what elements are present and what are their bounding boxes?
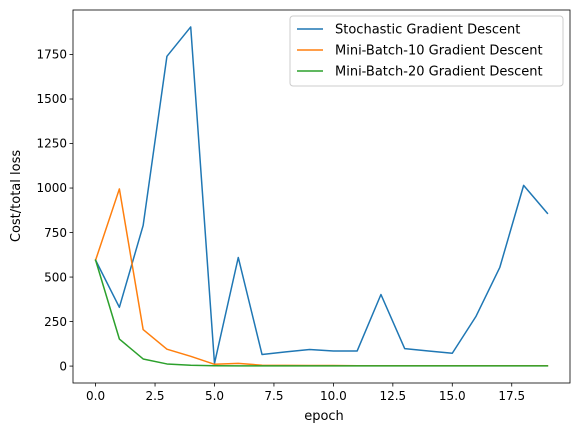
y-tick-label: 500 <box>44 270 67 284</box>
y-tick-label: 1000 <box>36 181 67 195</box>
y-tick-label: 0 <box>59 359 67 373</box>
plot-frame <box>72 9 571 384</box>
x-tick-label: 2.5 <box>145 389 164 403</box>
series-line-1 <box>94 26 549 365</box>
x-axis-label: epoch <box>304 409 344 424</box>
x-tick-label: 15.0 <box>439 389 466 403</box>
x-tick-label: 17.5 <box>498 389 525 403</box>
legend-label-2: Mini-Batch-10 Gradient Descent <box>335 44 543 59</box>
legend-box <box>289 15 564 87</box>
x-tick-label: 10.0 <box>320 389 347 403</box>
plot-area: 0.0 2.5 5.0 7.5 10.0 12.5 15.0 17.5 0 250 500 750 10… <box>36 9 571 403</box>
x-tick-label: 12.5 <box>379 389 406 403</box>
y-tick-label: 750 <box>44 226 67 240</box>
x-tick-label: 0.0 <box>86 389 105 403</box>
legend-label-3: Mini-Batch-20 Gradient Descent <box>335 65 543 80</box>
y-tick-label: 1750 <box>36 48 67 62</box>
series-line-3 <box>94 259 549 367</box>
legend-label-1: Stochastic Gradient Descent <box>335 23 520 38</box>
x-tick-label: 5.0 <box>205 389 224 403</box>
x-tick-label: 7.5 <box>264 389 283 403</box>
y-axis-label: Cost/total loss <box>9 150 24 242</box>
legend: Stochastic Gradient Descent Mini-Batch-10… <box>289 15 564 87</box>
y-tick-label: 1250 <box>36 137 67 151</box>
y-tick-label: 250 <box>44 315 67 329</box>
y-tick-label: 1500 <box>36 92 67 106</box>
